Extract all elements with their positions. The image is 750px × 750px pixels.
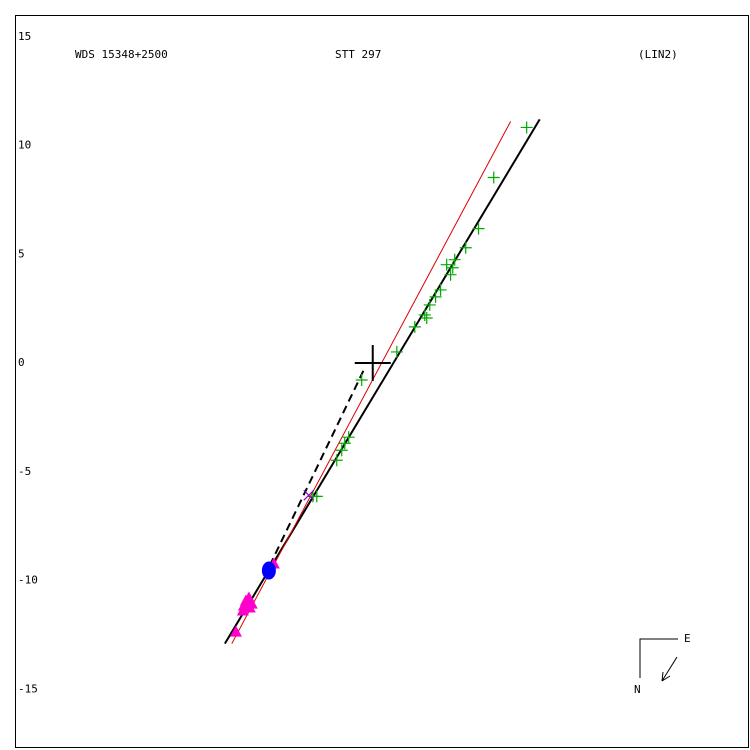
- data-point: [243, 601, 256, 613]
- data-point: [448, 253, 461, 266]
- data-point: [390, 345, 403, 358]
- orbit-line: [231, 121, 512, 644]
- data-point: [444, 268, 457, 281]
- data-point: [236, 604, 249, 616]
- data-point: [459, 241, 472, 254]
- data-point: [472, 222, 485, 235]
- data-point: [342, 431, 355, 444]
- compass-arrow: [661, 656, 678, 682]
- data-point: [487, 171, 500, 184]
- data-point: [440, 258, 453, 271]
- orbit-line: [224, 118, 541, 645]
- y-tick-label: 10: [18, 139, 31, 152]
- y-tick-label: 15: [18, 30, 31, 43]
- compass-east: E: [684, 632, 691, 645]
- y-tick-label: 0: [18, 356, 25, 369]
- data-point: [338, 437, 351, 450]
- y-tick-label: -5: [18, 465, 31, 478]
- data-point: [434, 283, 447, 296]
- y-tick-label: -10: [18, 574, 38, 587]
- data-point: [446, 261, 459, 274]
- data-point: [355, 373, 368, 386]
- data-point: [229, 625, 242, 637]
- y-tick-label: -15: [18, 682, 38, 695]
- compass-axes: [639, 638, 678, 678]
- compass: E N: [634, 632, 691, 696]
- data-point: [423, 298, 436, 311]
- data-point: [420, 311, 433, 324]
- compass-north: N: [634, 683, 641, 696]
- chart-title: WDS 15348+2500: [75, 48, 168, 61]
- plot-frame: [15, 15, 749, 748]
- data-point: [335, 444, 348, 457]
- data-point: [306, 490, 319, 503]
- data-point: [303, 489, 315, 501]
- data-point: [261, 561, 276, 580]
- data-point: [418, 308, 431, 321]
- data-point: [520, 121, 533, 134]
- annotation: (LIN2): [638, 48, 678, 61]
- data-point: [330, 454, 343, 467]
- y-tick-label: 5: [18, 247, 25, 260]
- data-point: [408, 320, 421, 333]
- data-point: [354, 345, 391, 382]
- orbit-line: [268, 367, 366, 566]
- chart-subtitle: STT 297: [335, 48, 381, 61]
- data-point: [429, 290, 442, 303]
